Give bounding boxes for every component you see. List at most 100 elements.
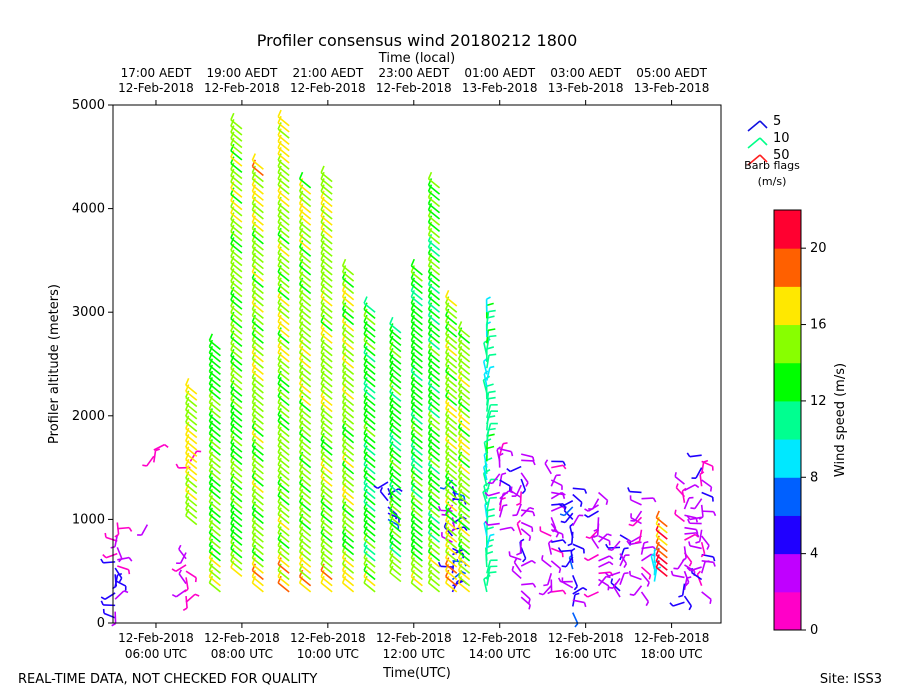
barb-shaft xyxy=(208,408,221,419)
barb-shaft xyxy=(320,327,333,338)
barb-feather xyxy=(582,586,588,591)
barb-feather xyxy=(363,563,368,571)
barb-feather xyxy=(277,401,282,410)
barb-shaft xyxy=(299,203,312,214)
barb-feather xyxy=(363,470,368,478)
barb-feather xyxy=(445,451,450,459)
barb-shaft xyxy=(320,290,333,301)
barb-feather xyxy=(502,504,508,507)
barb-feather xyxy=(298,209,304,217)
barb-shaft xyxy=(363,513,376,525)
barb-shaft xyxy=(640,566,651,576)
barb-feather xyxy=(363,302,368,310)
barb-shaft xyxy=(320,234,333,245)
barb-feather xyxy=(410,414,415,422)
barb-feather xyxy=(709,599,712,604)
barb-feather xyxy=(230,274,235,282)
barb-shaft xyxy=(363,321,376,332)
barb-shaft xyxy=(251,209,264,220)
barb-shaft xyxy=(491,473,501,484)
barb-feather xyxy=(277,464,282,472)
barb-feather xyxy=(118,557,123,563)
barb-shaft xyxy=(410,321,423,332)
barb-feather xyxy=(320,165,325,173)
barb-shaft xyxy=(208,377,221,388)
barb-shaft xyxy=(496,449,501,462)
barb-feather xyxy=(410,339,415,348)
barb-shaft xyxy=(587,510,599,518)
barb-feather xyxy=(410,271,415,279)
barb-feather xyxy=(230,529,235,537)
x-tick-date: 12-Feb-2018 xyxy=(204,631,280,645)
barb-feather xyxy=(463,526,468,531)
barb-feather xyxy=(363,432,368,441)
barb-shaft xyxy=(251,203,264,214)
barb-feather xyxy=(251,302,257,310)
barb-shaft xyxy=(342,414,355,425)
barb-shaft xyxy=(482,473,488,487)
barb-feather xyxy=(230,125,235,133)
barb-feather xyxy=(230,392,235,400)
barb-feather xyxy=(445,532,450,540)
barb-feather xyxy=(389,509,394,517)
barb-shaft xyxy=(230,361,243,372)
barb-shaft xyxy=(251,526,264,537)
barb-feather xyxy=(389,316,394,325)
barb-shaft xyxy=(598,571,611,575)
barb-shaft xyxy=(516,523,522,536)
barb-shaft xyxy=(445,538,458,550)
barb-feather xyxy=(410,389,415,397)
barb-shaft xyxy=(320,277,333,288)
barb-feather xyxy=(208,451,214,459)
x-tick-date: 12-Feb-2018 xyxy=(376,631,452,645)
barb-shaft xyxy=(185,471,198,482)
barb-feather xyxy=(230,212,235,220)
barb-shaft xyxy=(230,144,243,155)
barb-shaft xyxy=(428,426,441,438)
barb-feather xyxy=(277,209,282,217)
barb-feather xyxy=(320,488,325,497)
barb-shaft xyxy=(208,339,221,351)
barb-shaft xyxy=(208,507,221,518)
barb-shaft xyxy=(389,460,402,471)
barb-shaft xyxy=(251,501,264,512)
barb-shaft xyxy=(486,355,490,369)
barb-shaft xyxy=(520,559,533,567)
barb-feather xyxy=(208,551,214,559)
barb-feather xyxy=(488,328,496,332)
barb-feather xyxy=(363,308,368,316)
x-tick-time: 16:00 UTC xyxy=(555,647,617,661)
barb-feather xyxy=(607,533,612,537)
barb-shaft xyxy=(389,453,402,465)
barb-feather xyxy=(445,569,450,578)
barb-shaft xyxy=(277,321,290,332)
barb-shaft xyxy=(619,553,628,565)
barb-feather xyxy=(562,461,566,466)
barb-shaft xyxy=(299,265,312,276)
barb-feather xyxy=(298,234,304,242)
barb-shaft xyxy=(486,566,491,580)
barb-feather xyxy=(298,314,304,323)
barb-feather xyxy=(320,495,325,503)
barb-shaft xyxy=(342,538,355,550)
barb-feather xyxy=(688,541,691,547)
barb-shaft xyxy=(277,470,290,481)
barb-shaft xyxy=(458,532,471,543)
barb-shaft xyxy=(565,556,574,568)
barb-shaft xyxy=(428,252,441,264)
barb-feather xyxy=(445,464,450,472)
barb-shaft xyxy=(482,361,488,375)
barb-shaft xyxy=(655,535,668,546)
barb-shaft xyxy=(208,569,221,581)
barb-shaft xyxy=(458,563,471,574)
barb-feather xyxy=(363,414,368,422)
barb-feather xyxy=(277,159,282,167)
barb-shaft xyxy=(277,196,290,208)
y-tick-label: 1000 xyxy=(72,512,105,527)
legend-barb-feather xyxy=(759,120,768,129)
barb-shaft xyxy=(185,440,198,451)
barb-shaft xyxy=(689,545,702,550)
barb-feather xyxy=(700,553,706,558)
barb-feather xyxy=(389,410,394,418)
barb-shaft xyxy=(299,290,312,301)
